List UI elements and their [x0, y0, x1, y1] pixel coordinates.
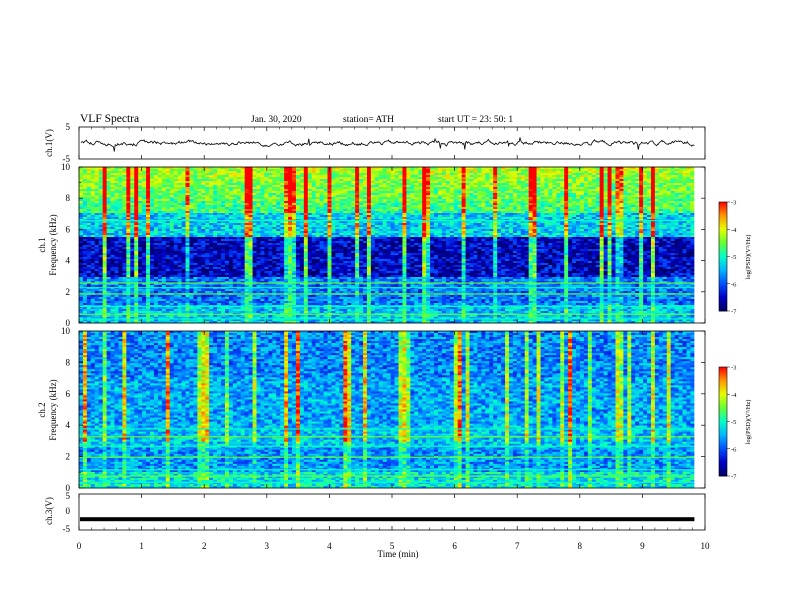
ch1-waveform-ylabel: ch.1(V): [44, 129, 54, 157]
figure-title: VLF Spectra: [80, 113, 139, 125]
station-label: station= ATH: [343, 115, 394, 125]
ch1-ytick-top: 5: [66, 122, 71, 132]
ch1-waveform-line: [81, 138, 694, 152]
ch1-spectrogram-image: [79, 167, 705, 323]
date-label: Jan. 30, 2020: [251, 115, 302, 125]
start-time-label: start UT = 23: 50: 1: [438, 115, 513, 125]
ch1-waveform-panel: 5 -5 ch.1(V): [44, 122, 705, 164]
